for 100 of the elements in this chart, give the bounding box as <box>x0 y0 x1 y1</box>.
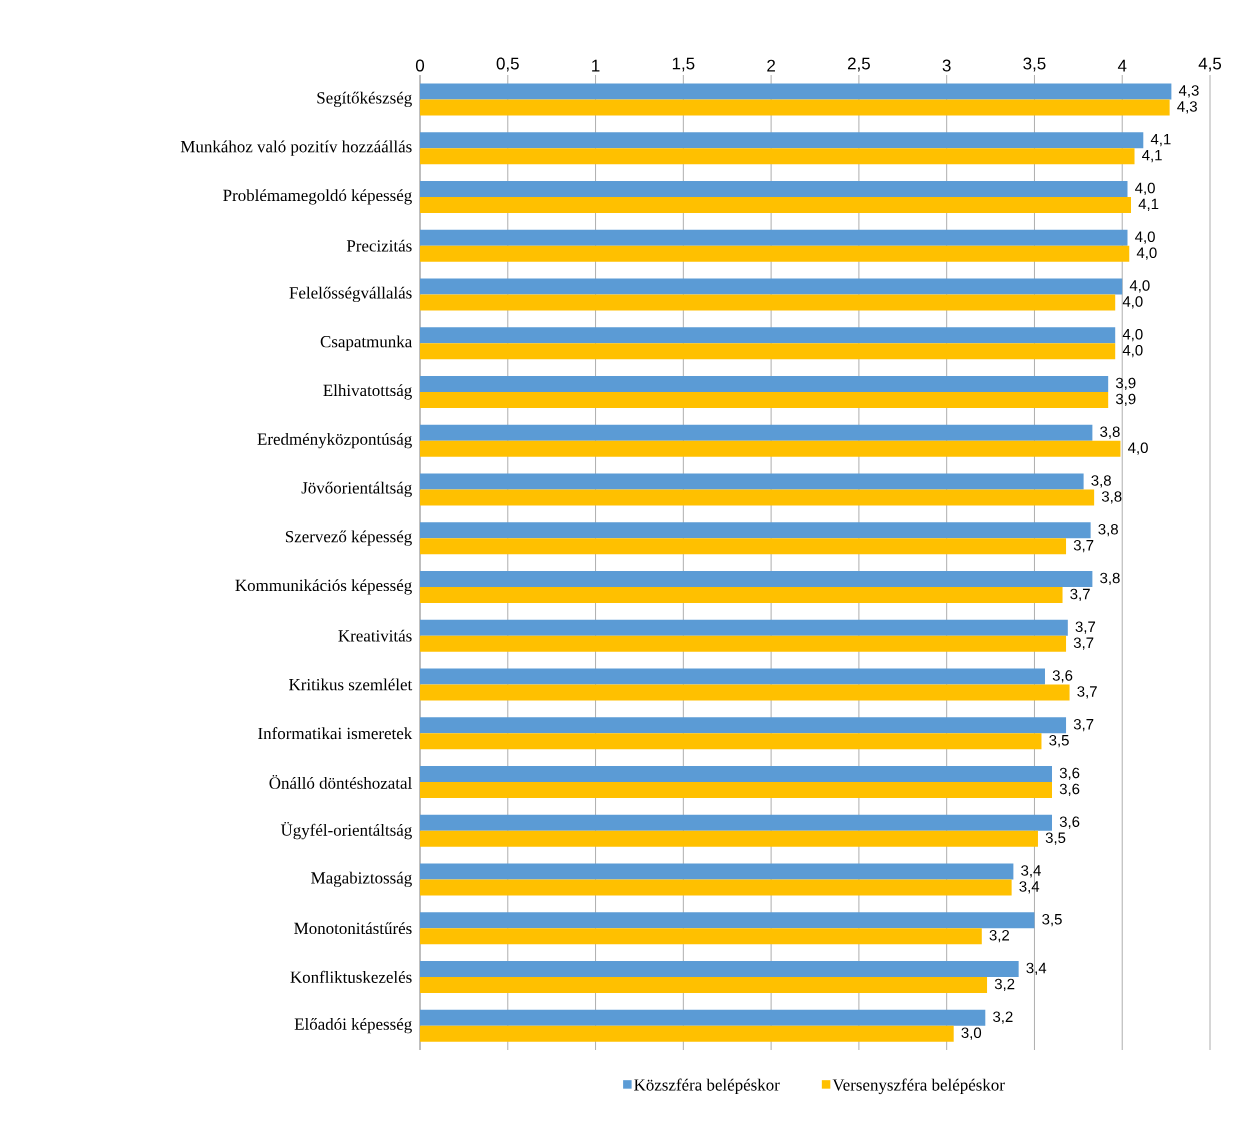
bar <box>420 148 1135 165</box>
data-label: 3,7 <box>1073 539 1094 553</box>
data-label: 3,2 <box>993 1011 1013 1024</box>
x-tick-label: 4,5 <box>1198 57 1222 72</box>
bar <box>420 765 1053 782</box>
data-label: 4,1 <box>1138 198 1159 211</box>
data-label: 4,0 <box>1122 328 1143 342</box>
bar <box>420 229 1128 246</box>
data-label: 4,1 <box>1142 150 1162 163</box>
data-label: 3,6 <box>1059 767 1080 781</box>
y-tick-label: Precizitás <box>346 239 412 252</box>
bar <box>420 879 1012 896</box>
bar <box>420 570 1093 587</box>
data-label: 3,4 <box>1026 962 1047 976</box>
bar <box>420 391 1109 408</box>
x-tick-label: 0,5 <box>496 57 519 72</box>
bar <box>420 375 1109 392</box>
bar <box>420 440 1121 457</box>
bar <box>420 424 1093 441</box>
y-tick-label: Önálló döntéshozatal <box>269 774 412 789</box>
bar <box>420 619 1068 636</box>
y-tick-label: Munkához való pozitív hozzáállás <box>180 140 412 156</box>
bar <box>420 473 1084 490</box>
x-tick-label: 0 <box>415 59 425 72</box>
y-tick-label: Informatikai ismeretek <box>258 727 413 740</box>
data-label: 3,9 <box>1115 393 1136 407</box>
bar <box>420 245 1130 262</box>
legend-label: Közszféra belépéskor <box>634 1078 780 1095</box>
data-label: 3,7 <box>1073 718 1094 732</box>
y-tick-label: Eredményközpontúság <box>257 432 412 449</box>
y-tick-label: Magabiztosság <box>311 871 412 888</box>
data-label: 3,7 <box>1077 686 1097 699</box>
x-tick-label: 1,5 <box>672 57 695 72</box>
data-label: 4,3 <box>1177 101 1197 114</box>
y-tick-label: Kritikus szemlélet <box>289 678 413 691</box>
bar <box>420 99 1170 116</box>
x-tick-label: 2,5 <box>847 57 870 72</box>
y-tick-label: Problémamegoldó képesség <box>223 189 412 205</box>
data-label: 3,5 <box>1042 913 1062 927</box>
data-label: 4,0 <box>1135 182 1155 196</box>
y-tick-label: Ügyfél-orientáltság <box>280 821 412 840</box>
data-label: 3,7 <box>1073 637 1094 650</box>
data-label: 4,0 <box>1122 344 1143 358</box>
y-tick-label: Kommunikációs képesség <box>235 579 412 595</box>
data-label: 3,6 <box>1059 816 1080 829</box>
bar <box>420 781 1053 798</box>
y-tick-label: Monotonitástűrés <box>294 922 412 935</box>
bar <box>420 538 1067 555</box>
data-label: 3,8 <box>1101 491 1122 504</box>
bar <box>420 343 1116 360</box>
bar <box>420 668 1045 685</box>
bar <box>420 196 1132 213</box>
bar <box>420 717 1067 734</box>
data-label: 4,0 <box>1135 231 1155 244</box>
y-tick-label: Elhivatottság <box>323 384 412 400</box>
bar <box>420 976 988 993</box>
bar <box>420 522 1091 539</box>
data-label: 3,7 <box>1070 588 1090 602</box>
bar <box>420 278 1123 295</box>
bar <box>420 294 1116 311</box>
data-label: 3,2 <box>989 929 1010 943</box>
bar <box>420 1025 954 1042</box>
y-tick-label: Jövőorientáltság <box>301 481 412 498</box>
data-label: 3,7 <box>1075 621 1096 634</box>
x-tick-label: 1 <box>592 59 600 72</box>
data-label: 3,6 <box>1052 670 1073 683</box>
data-label: 3,6 <box>1059 783 1080 797</box>
data-label: 3,2 <box>994 978 1015 992</box>
data-label: 3,0 <box>961 1027 982 1040</box>
bar <box>420 814 1053 831</box>
y-tick-label: Felelősségvállalás <box>289 286 412 303</box>
data-label: 3,8 <box>1091 475 1111 488</box>
bar <box>420 863 1014 880</box>
data-label: 4,0 <box>1129 280 1150 293</box>
x-tick-label: 3,5 <box>1023 57 1046 72</box>
bar <box>420 586 1063 603</box>
x-tick-label: 2 <box>767 59 775 72</box>
bar <box>420 132 1144 149</box>
data-label: 4,0 <box>1128 442 1148 455</box>
bar <box>420 912 1035 929</box>
data-label: 3,4 <box>1019 881 1040 894</box>
data-label: 3,8 <box>1100 426 1120 439</box>
bar <box>420 180 1128 197</box>
bar <box>420 489 1095 506</box>
y-tick-label: Szervező képesség <box>285 530 412 546</box>
bar <box>420 928 982 945</box>
y-tick-label: Előadói képesség <box>294 1017 412 1034</box>
data-label: 3,8 <box>1100 572 1120 586</box>
bar <box>420 1009 986 1026</box>
x-tick-label: 3 <box>942 59 951 72</box>
data-label: 3,5 <box>1049 734 1069 748</box>
bar <box>420 960 1019 977</box>
bar <box>420 733 1042 750</box>
data-label: 3,8 <box>1098 523 1118 537</box>
bar <box>420 635 1067 652</box>
y-tick-label: Csapatmunka <box>320 335 412 351</box>
y-tick-label: Kreativitás <box>338 629 412 642</box>
data-label: 3,9 <box>1115 377 1136 391</box>
data-label: 3,4 <box>1021 865 1041 878</box>
bar <box>420 830 1038 847</box>
